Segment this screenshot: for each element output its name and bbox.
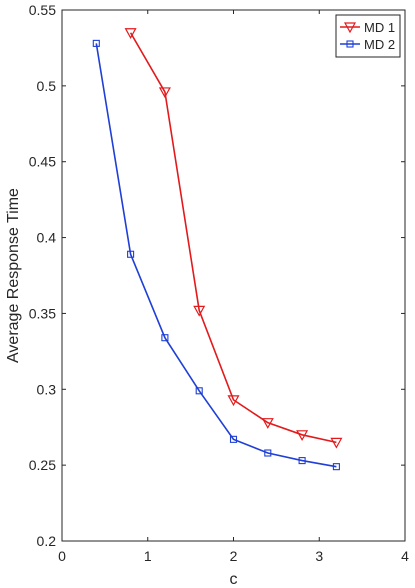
y-tick-label: 0.3 xyxy=(37,381,57,397)
x-tick-label: 1 xyxy=(144,548,152,564)
legend-marker xyxy=(343,22,357,34)
y-axis-label: Average Response Time xyxy=(5,188,22,363)
y-tick-label: 0.25 xyxy=(29,457,56,473)
data-point xyxy=(264,449,272,457)
y-tick-label: 0.55 xyxy=(29,2,56,18)
data-point xyxy=(161,334,169,342)
series-line xyxy=(95,43,337,468)
y-tick-label: 0.35 xyxy=(29,305,56,321)
data-point xyxy=(92,39,100,47)
legend-label: MD 2 xyxy=(364,37,395,52)
x-tick-label: 2 xyxy=(230,548,238,564)
data-point xyxy=(127,250,135,258)
data-point xyxy=(124,28,137,39)
data-point xyxy=(193,305,206,317)
x-tick-label: 0 xyxy=(58,548,66,564)
series-2 xyxy=(92,39,340,471)
series-1 xyxy=(124,28,343,449)
plot-frame xyxy=(61,9,406,542)
data-point xyxy=(229,435,238,443)
series-layer xyxy=(92,28,343,471)
x-tick-label: 3 xyxy=(315,548,323,564)
data-point xyxy=(227,395,240,407)
x-tick-label: 4 xyxy=(401,548,409,564)
series-line xyxy=(129,32,337,444)
x-axis-label: c xyxy=(230,571,238,588)
data-point xyxy=(296,430,309,442)
legend-box xyxy=(335,14,401,58)
legend: MD 1 MD 2 xyxy=(335,14,401,58)
data-point xyxy=(298,457,306,465)
data-point xyxy=(195,387,203,395)
y-tick-label: 0.45 xyxy=(29,154,56,170)
data-point xyxy=(158,87,171,99)
data-point xyxy=(332,463,340,471)
y-tick-label: 0.5 xyxy=(37,78,57,94)
data-point xyxy=(261,418,274,429)
data-point xyxy=(330,437,343,449)
y-tick-label: 0.2 xyxy=(37,533,57,549)
y-tick-label: 0.4 xyxy=(37,230,57,246)
axes-layer: 0 1 2 3 4 0.2 0.25 0.3 0.35 0.4 0.45 0.5 0.55 xyxy=(29,2,409,564)
legend-marker xyxy=(346,40,354,48)
legend-label: MD 1 xyxy=(364,20,395,35)
